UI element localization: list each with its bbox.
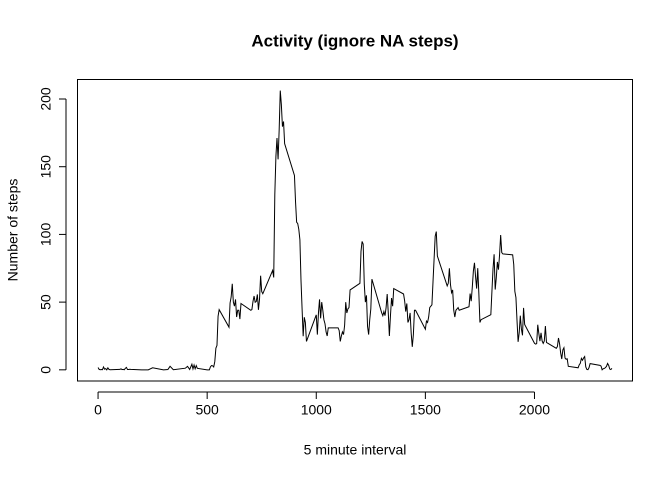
x-axis-label: 5 minute interval bbox=[304, 442, 407, 458]
y-tick-label: 0 bbox=[38, 366, 54, 374]
y-tick-label: 200 bbox=[38, 87, 54, 111]
x-tick-label: 2000 bbox=[519, 402, 550, 418]
y-tick-label: 100 bbox=[38, 223, 54, 247]
y-tick-label: 50 bbox=[38, 294, 54, 310]
x-tick-label: 1500 bbox=[410, 402, 441, 418]
y-tick-label: 150 bbox=[38, 155, 54, 179]
x-tick-label: 0 bbox=[94, 402, 102, 418]
x-tick-label: 500 bbox=[195, 402, 219, 418]
y-axis-label: Number of steps bbox=[5, 179, 21, 282]
chart-title: Activity (ignore NA steps) bbox=[251, 31, 458, 50]
data-line bbox=[97, 90, 613, 371]
plot-box bbox=[77, 79, 633, 382]
x-tick-label: 1000 bbox=[301, 402, 332, 418]
